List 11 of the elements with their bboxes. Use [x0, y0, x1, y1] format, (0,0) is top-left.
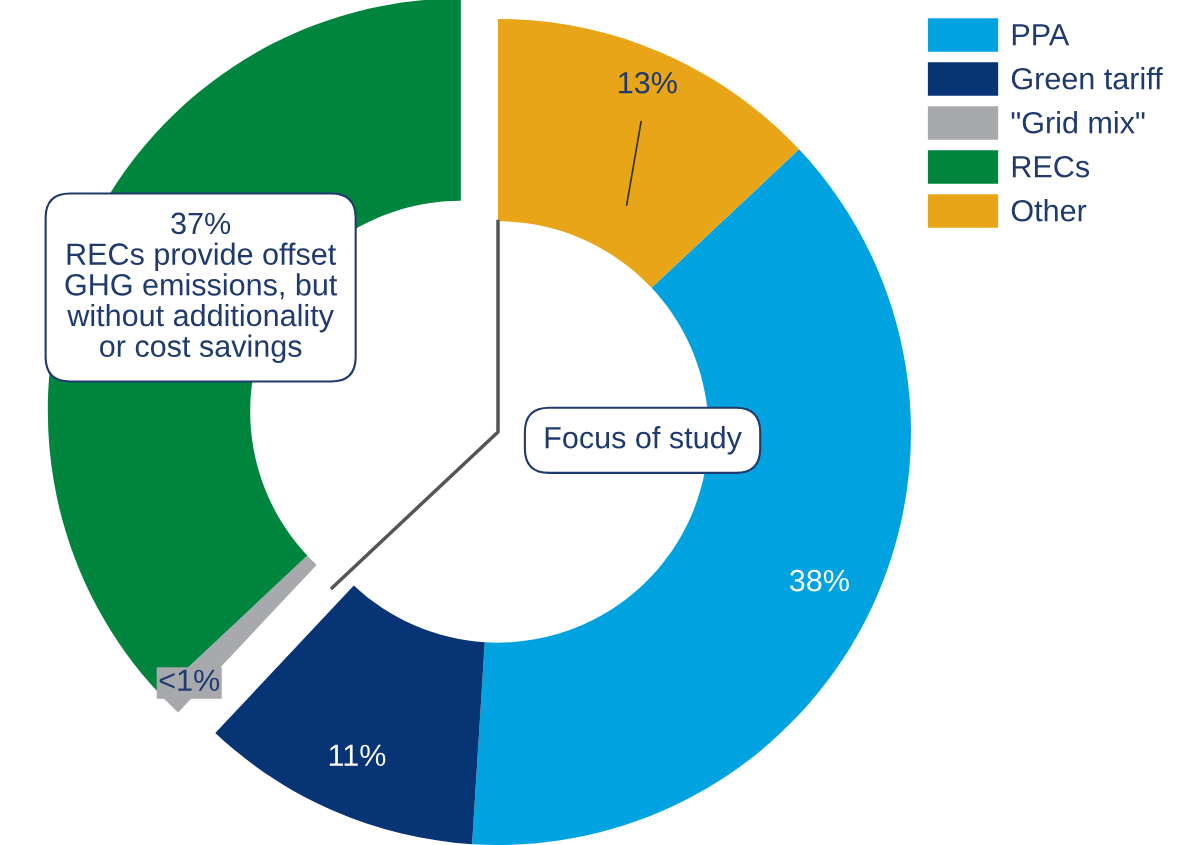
data-label: 38%: [789, 569, 849, 592]
legend-label: "Grid mix": [1011, 111, 1145, 134]
data-label: 11%: [329, 744, 386, 767]
data-label: 13%: [619, 71, 677, 94]
text: 37% RECs provide offset GHG emissions, but without additionality or cost savings: [65, 212, 338, 364]
legend-label: Other: [1011, 199, 1087, 222]
legend-label: Green tariff: [1011, 67, 1163, 90]
legend-label: RECs: [1012, 155, 1090, 178]
legend-label: PPA: [1012, 24, 1070, 46]
text: Focus of study: [545, 426, 742, 455]
data-label: <1%: [159, 669, 220, 692]
